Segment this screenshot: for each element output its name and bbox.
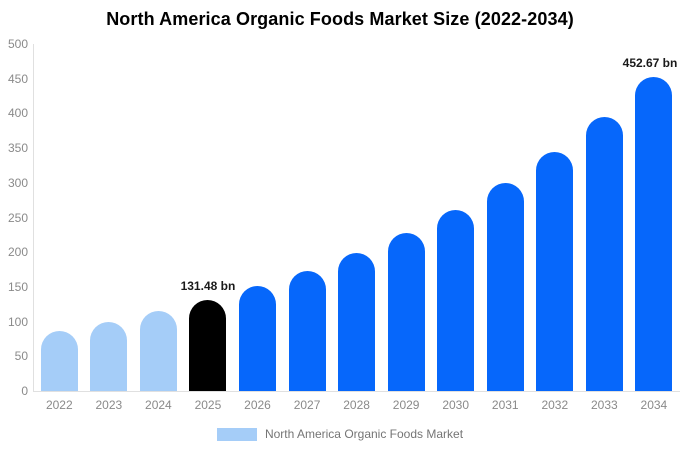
y-axis-tick-label-400: 400 <box>7 106 28 121</box>
y-axis-tick-label-100: 100 <box>7 314 28 329</box>
y-axis-tick-label-0: 0 <box>21 384 28 398</box>
x-axis-label-2023: 2023 <box>95 398 123 412</box>
bar-2031 <box>486 182 524 391</box>
bar-2033 <box>585 117 623 391</box>
bar-2030 <box>437 209 475 391</box>
chart-title: North America Organic Foods Market Size … <box>106 9 574 29</box>
x-axis-label-2028: 2028 <box>343 398 370 412</box>
legend-swatch <box>216 427 257 441</box>
y-axis-tick-label-450: 450 <box>7 71 28 86</box>
bar-2034 <box>635 76 673 391</box>
x-axis-label-2022: 2022 <box>45 398 73 412</box>
y-axis-tick-label-300: 300 <box>7 175 28 190</box>
y-axis-tick-label-500: 500 <box>7 37 28 51</box>
x-axis-baseline <box>33 391 680 392</box>
y-axis-tick-label-350: 350 <box>7 141 28 156</box>
y-axis-tick-label-50: 50 <box>14 349 28 364</box>
x-axis-label-2031: 2031 <box>491 398 519 412</box>
bar-2026 <box>239 286 276 391</box>
x-axis-label-2027: 2027 <box>293 398 321 412</box>
bar-2028 <box>338 253 376 391</box>
x-axis-label-2025: 2025 <box>194 398 222 412</box>
bar-2022 <box>40 330 78 391</box>
legend-label: North America Organic Foods Market <box>264 427 464 441</box>
bar-2024 <box>139 311 177 391</box>
x-axis-label-2032: 2032 <box>541 398 569 412</box>
bar-2025 <box>189 299 227 391</box>
bar-value-label-2025: 131.48 bn <box>180 278 236 293</box>
x-axis-label-2034: 2034 <box>640 398 668 412</box>
legend: North America Organic Foods Market <box>0 427 680 441</box>
y-axis-tick-label-150: 150 <box>7 279 28 294</box>
bar-value-label-2034: 452.67 bn <box>622 55 678 70</box>
y-axis-tick-label-250: 250 <box>7 210 28 225</box>
bar-2032 <box>536 152 574 391</box>
y-axis-line <box>33 44 34 391</box>
x-axis-label-2029: 2029 <box>392 398 420 412</box>
x-axis-label-2033: 2033 <box>590 398 618 412</box>
bar-2029 <box>387 232 425 391</box>
x-axis-label-2024: 2024 <box>145 398 172 412</box>
bar-2027 <box>288 270 326 391</box>
x-axis-label-2030: 2030 <box>442 398 470 412</box>
bar-2023 <box>90 321 128 391</box>
x-axis-label-2026: 2026 <box>244 398 271 412</box>
y-axis-tick-label-200: 200 <box>7 245 28 260</box>
